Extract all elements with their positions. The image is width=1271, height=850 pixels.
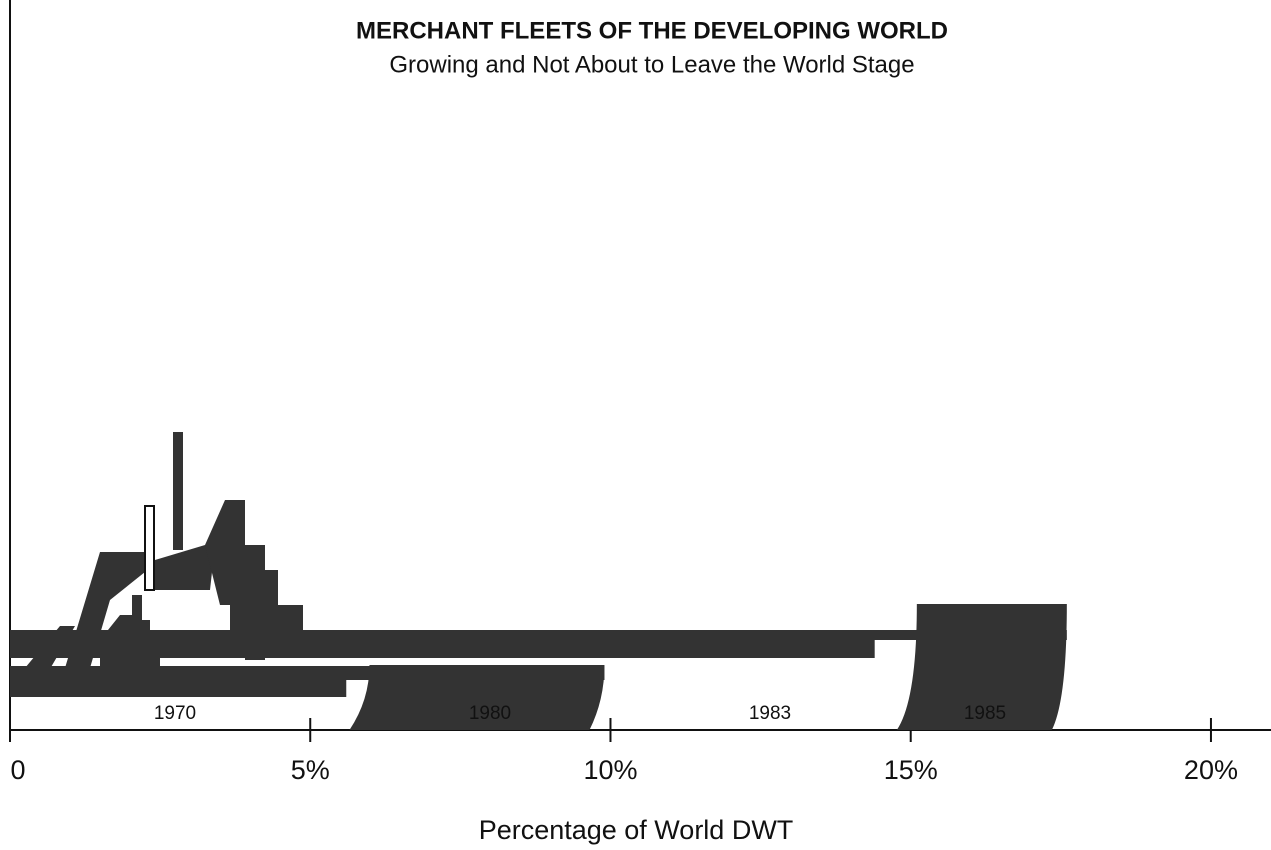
ship [10, 680, 347, 697]
category-label: 1970 [154, 703, 196, 724]
category-label: 1983 [749, 703, 791, 724]
chart-subtitle: Growing and Not About to Leave the World… [389, 51, 914, 78]
x-tick-label: 15% [884, 755, 938, 785]
category-label: 1985 [964, 703, 1006, 724]
ship [10, 604, 1067, 730]
x-tick-label: 10% [583, 755, 637, 785]
ship [10, 665, 605, 730]
x-tick-label: 20% [1184, 755, 1238, 785]
category-label: 1980 [469, 703, 511, 724]
decor [155, 545, 215, 590]
x-tick-label: 5% [291, 755, 330, 785]
decor [205, 500, 303, 660]
x-tick-label: 0 [10, 755, 25, 785]
x-axis-label: Percentage of World DWT [479, 815, 794, 845]
decor-mast [144, 505, 155, 591]
decor [173, 432, 183, 550]
chart-title: MERCHANT FLEETS OF THE DEVELOPING WORLD [356, 17, 948, 44]
